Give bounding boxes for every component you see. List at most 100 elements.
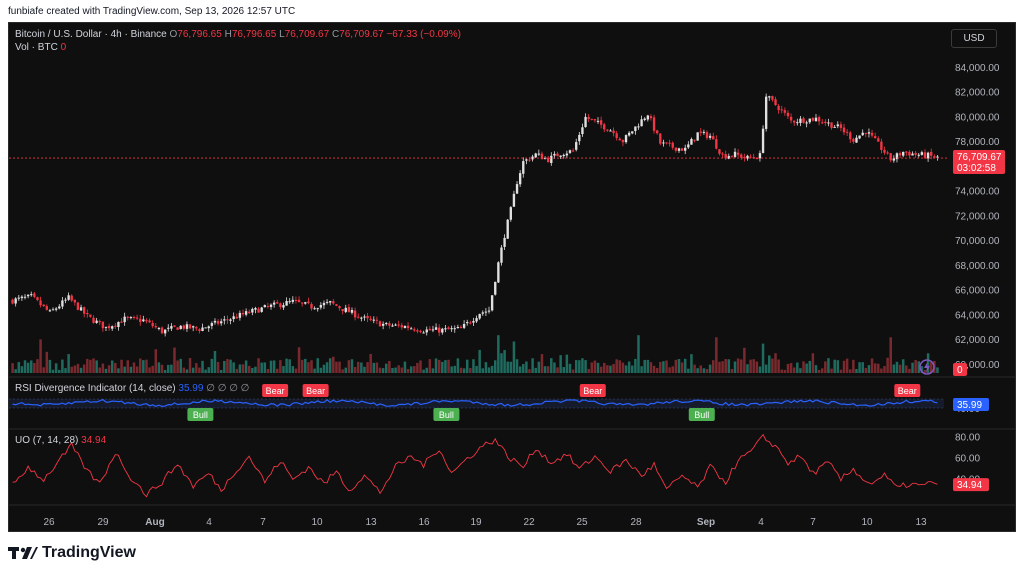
volume-bar [858, 362, 861, 373]
volume-bar [223, 360, 226, 373]
volume-bar [761, 343, 765, 373]
volume-bar [444, 360, 447, 373]
candle-body [179, 325, 182, 330]
price-axis-tick: 84,000.00 [955, 63, 1000, 74]
uo-axis-tick: 80.00 [955, 432, 980, 443]
candle-body [902, 151, 905, 156]
candle-body [307, 301, 310, 304]
candle-body [702, 131, 706, 133]
time-axis-tick: Sep [697, 517, 715, 528]
candle-body [104, 326, 108, 328]
candle-body [677, 148, 681, 151]
candle-body [369, 318, 372, 320]
bear-signal-label: Bear [583, 386, 602, 396]
chart-canvas[interactable]: 84,000.0082,000.0080,000.0078,000.0076,0… [9, 23, 1016, 532]
volume-bar [870, 358, 874, 373]
volume-bar [388, 361, 391, 373]
chart-frame[interactable]: 84,000.0082,000.0080,000.0078,000.0076,0… [8, 22, 1016, 532]
candle-body [434, 327, 438, 330]
high-label: H [224, 29, 232, 40]
candle-body [397, 324, 400, 326]
candle-body [578, 134, 581, 142]
volume-bar [182, 367, 186, 373]
volume-bar [898, 364, 902, 373]
volume-bar [599, 366, 603, 373]
volume-bar [92, 358, 95, 373]
candle-body [590, 118, 593, 120]
tradingview-logo-icon [8, 547, 38, 559]
volume-bar [42, 367, 45, 373]
volume-bar [391, 367, 394, 373]
candle-body [593, 119, 597, 121]
candle-body [727, 156, 730, 159]
volume-bar [824, 361, 827, 373]
candle-body [248, 311, 251, 314]
candle-body [388, 323, 391, 326]
candle-body [67, 295, 70, 300]
candle-body [537, 153, 541, 155]
candle-body [736, 152, 740, 155]
candle-body [920, 152, 924, 155]
price-axis-tick: 62,000.00 [955, 335, 1000, 346]
candle-body [400, 325, 404, 328]
rsi-value: 35.99 [178, 383, 204, 394]
candle-body [758, 153, 762, 159]
uo-legend: UO (7, 14, 28) 34.94 [15, 435, 106, 446]
volume-bar [219, 369, 223, 373]
candle-body [223, 319, 226, 321]
candle-body [640, 119, 643, 127]
volume-bar [796, 362, 799, 373]
currency-button[interactable]: USD [951, 29, 997, 48]
candle-body [705, 132, 709, 138]
volume-bar [705, 369, 709, 373]
candle-body [712, 136, 715, 140]
volume-bar [310, 360, 313, 373]
rsi-value-badge [953, 398, 989, 411]
brand-name: TradingView [42, 544, 136, 561]
candle-body [643, 118, 646, 120]
volume-bar [188, 358, 192, 373]
volume-bar [680, 362, 684, 373]
candle-body [216, 321, 220, 324]
candle-body [322, 302, 326, 306]
volume-bar [372, 362, 376, 373]
volume-bar [649, 362, 653, 373]
volume-bar [419, 360, 422, 373]
candle-body [718, 149, 721, 154]
volume-bar [110, 360, 114, 373]
candle-body [350, 309, 354, 313]
candle-body [73, 299, 77, 303]
volume-bar [378, 367, 382, 373]
candle-body [135, 317, 139, 319]
candle-body [914, 152, 917, 155]
candle-body [353, 310, 357, 318]
candle-body [575, 142, 578, 150]
price-axis-tick: 72,000.00 [955, 211, 1000, 222]
volume-bar [229, 359, 232, 373]
candle-body [30, 294, 33, 296]
candle-body [372, 319, 375, 321]
candle-body [858, 135, 861, 139]
tradingview-logo[interactable]: TradingView [8, 544, 136, 562]
volume-bar [855, 368, 858, 373]
time-axis-tick: 19 [470, 517, 482, 528]
candle-body [612, 130, 615, 134]
volume-bar [543, 366, 547, 373]
volume-bar [409, 366, 413, 373]
volume-bar [76, 363, 80, 373]
candle-body [864, 132, 868, 134]
volume-bar [565, 354, 569, 373]
candle-body [830, 122, 833, 128]
candle-body [715, 139, 718, 149]
candle-body [378, 321, 382, 327]
bear-signal-label: Bear [306, 386, 325, 396]
volume-bar [58, 369, 61, 373]
volume-bar [319, 367, 323, 373]
volume-bar [867, 365, 871, 373]
volume-bar [213, 351, 217, 373]
candle-body [431, 329, 435, 331]
candle-body [229, 319, 232, 321]
volume-bar [45, 351, 49, 373]
volume-bar [746, 364, 749, 373]
volume-bar [609, 365, 612, 373]
